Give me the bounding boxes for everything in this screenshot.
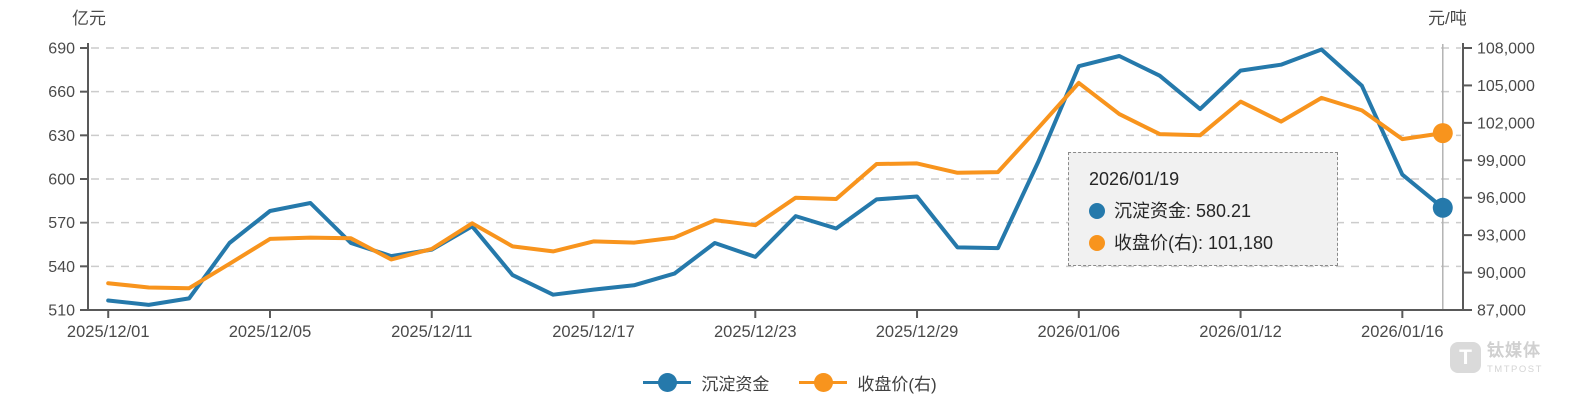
legend-item-closing-price[interactable]: 收盘价(右) <box>799 370 937 395</box>
series-line-0 <box>106 47 1445 307</box>
right-axis-tick-label: 102,000 <box>1477 115 1535 132</box>
legend-line-dot-icon <box>799 372 848 392</box>
x-axis-tick-label: 2025/12/01 <box>67 323 150 341</box>
right-axis-tick-label: 87,000 <box>1477 303 1526 320</box>
right-axis-tick-label: 90,000 <box>1477 265 1526 282</box>
tooltip-row-text: 沉淀资金: 580.21 <box>1114 201 1252 221</box>
left-axis-tick-label: 690 <box>48 41 75 58</box>
left-axis-tick-label: 540 <box>48 259 75 276</box>
watermark-text: 钛媒体 TMTPOST <box>1487 341 1543 375</box>
left-axis-tick-label: 600 <box>48 172 75 189</box>
right-axis-tick-label: 105,000 <box>1477 78 1535 95</box>
x-axis-tick-label: 2026/01/16 <box>1361 323 1444 341</box>
left-axis-tick-label: 660 <box>48 84 75 101</box>
logo-letter: T <box>1459 345 1472 369</box>
x-axis-tick-label: 2025/12/05 <box>229 323 312 341</box>
right-axis-tick-label: 96,000 <box>1477 190 1526 207</box>
legend-label: 收盘价(右) <box>857 374 937 394</box>
right-axis-tick-label: 99,000 <box>1477 153 1526 170</box>
tooltip-row-text: 收盘价(右): 101,180 <box>1114 233 1274 253</box>
left-axis-title: 亿元 <box>72 9 106 28</box>
chart-legend: 沉淀资金 收盘价(右) <box>0 364 1580 400</box>
legend-label: 沉淀资金 <box>701 374 770 394</box>
x-axis-tick-label: 2025/12/17 <box>552 323 635 341</box>
series-line-1 <box>106 80 1445 291</box>
legend-item-deposited-funds[interactable]: 沉淀资金 <box>643 370 769 395</box>
watermark-name-en: TMTPOST <box>1487 363 1543 375</box>
series-dot-icon <box>1089 203 1105 219</box>
right-axis-tick-label: 108,000 <box>1477 41 1535 58</box>
tooltip-date: 2026/01/19 <box>1089 169 1180 189</box>
highlight-marker-0[interactable] <box>1432 197 1453 218</box>
right-axis-tick-label: 93,000 <box>1477 228 1526 245</box>
highlight-marker-1[interactable] <box>1432 123 1453 144</box>
legend-line-dot-icon <box>643 372 692 392</box>
right-axis-title: 元/吨 <box>1428 9 1467 28</box>
tmtpost-logo-icon: T <box>1450 342 1481 373</box>
tmtpost-watermark: T 钛媒体 TMTPOST <box>1450 341 1543 375</box>
left-axis-tick-label: 510 <box>48 303 75 320</box>
watermark-name-cn: 钛媒体 <box>1487 341 1541 360</box>
tooltip-row: 收盘价(右): 101,180 <box>1089 234 1325 252</box>
x-axis-tick-label: 2025/12/11 <box>391 323 472 341</box>
series-dot-icon <box>1089 235 1105 251</box>
hover-tooltip: 2026/01/19 沉淀资金: 580.21 收盘价(右): 101,180 <box>1068 152 1338 266</box>
x-axis-tick-label: 2025/12/23 <box>714 323 797 341</box>
x-axis-tick-label: 2026/01/06 <box>1038 323 1121 341</box>
x-axis-tick-label: 2026/01/12 <box>1199 323 1282 341</box>
left-axis-tick-label: 570 <box>48 215 75 232</box>
x-axis-tick-label: 2025/12/29 <box>876 323 959 341</box>
left-axis-tick-label: 630 <box>48 128 75 145</box>
tooltip-row: 沉淀资金: 580.21 <box>1089 202 1325 220</box>
